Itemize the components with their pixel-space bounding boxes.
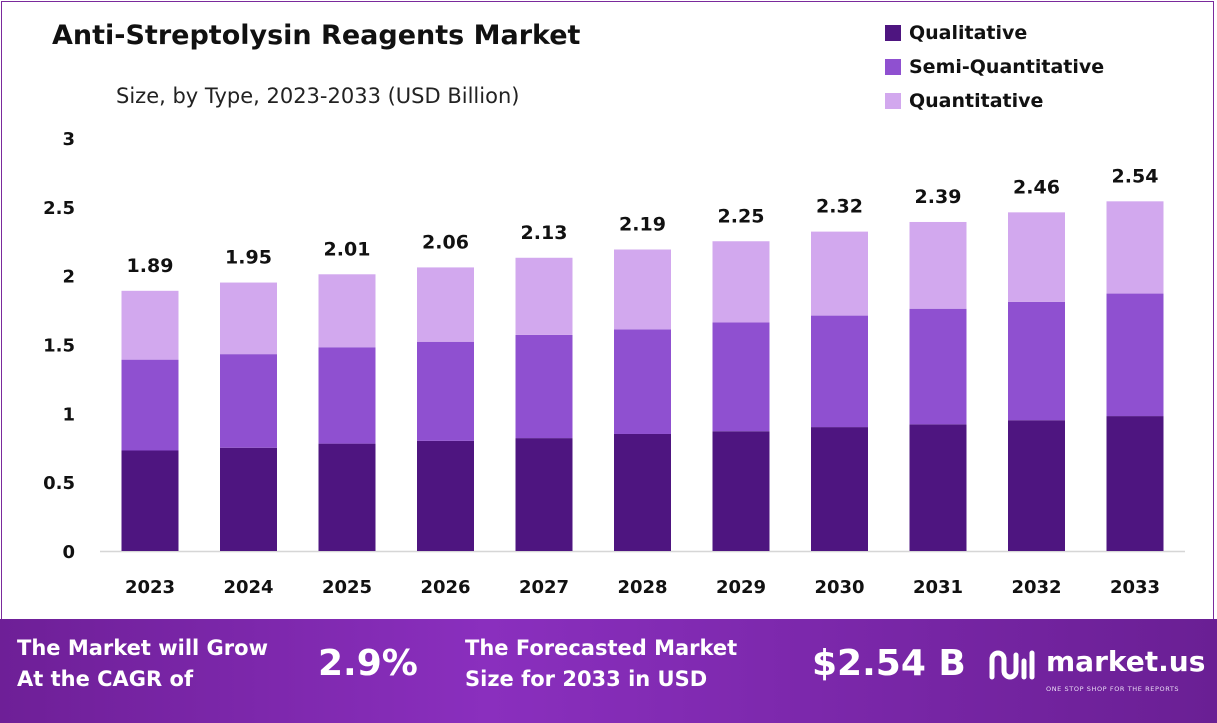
bar-segment-qualitative (1008, 420, 1065, 551)
bar-segment-semi-quantitative (318, 347, 376, 444)
x-tick-label: 2024 (223, 577, 273, 598)
legend-label-quantitative: Quantitative (909, 90, 1044, 112)
legend-item-quantitative: Quantitative (885, 84, 1104, 118)
bar-segment-quantitative (909, 221, 967, 309)
bar-segment-semi-quantitative (121, 359, 179, 451)
y-tick-label: 2 (62, 267, 75, 288)
data-label-total: 2.06 (422, 231, 469, 253)
bar-segment-qualitative (1106, 416, 1164, 551)
legend-swatch-semi-quantitative (885, 59, 901, 75)
x-tick-label: 2030 (814, 577, 864, 598)
bar-segment-semi-quantitative (1008, 301, 1065, 421)
stacked-bar-chart: 0 0.5 1 1.5 2 2.5 3 1.89 2023 1.95 2024 2.01 2025 2.0… (43, 129, 1185, 598)
bar-segment-qualitative (712, 431, 770, 551)
legend-label-qualitative: Qualitative (909, 22, 1028, 44)
cagr-label: The Market will Grow At the CAGR of (17, 636, 268, 691)
bar-segment-qualitative (614, 433, 671, 551)
brand-tagline: ONE STOP SHOP FOR THE REPORTS (1046, 685, 1180, 693)
bar-segment-qualitative (318, 443, 376, 551)
bar-segment-qualitative (417, 440, 474, 551)
x-tick-label: 2028 (617, 577, 667, 598)
bar-segment-semi-quantitative (515, 334, 573, 439)
data-label-total: 2.32 (816, 196, 863, 218)
brand-name: market.us (1046, 645, 1206, 678)
brand[interactable]: market.us ONE STOP SHOP FOR THE REPORTS (988, 643, 1206, 699)
bar-segment-quantitative (220, 282, 277, 355)
data-label-total: 2.25 (718, 205, 765, 227)
bar-segment-semi-quantitative (614, 329, 671, 434)
bar-segment-semi-quantitative (220, 354, 277, 448)
y-tick-label: 3 (62, 129, 75, 150)
x-tick-label: 2026 (420, 577, 470, 598)
cagr-value: 2.9% (318, 643, 418, 684)
y-tick-label: 1.5 (43, 336, 75, 357)
bar-segment-qualitative (220, 447, 277, 551)
bar-segment-quantitative (811, 231, 868, 316)
legend-swatch-qualitative (885, 25, 901, 41)
market-us-logo-icon (989, 650, 1035, 680)
x-tick-label: 2027 (519, 577, 569, 598)
legend-item-semi-quantitative: Semi-Quantitative (885, 50, 1104, 84)
x-tick-label: 2031 (913, 577, 963, 598)
forecast-label: The Forecasted Market Size for 2033 in U… (465, 636, 738, 691)
y-tick-label: 2.5 (43, 198, 75, 219)
bar-segment-semi-quantitative (417, 341, 474, 441)
x-tick-label: 2029 (716, 577, 766, 598)
x-tick-label: 2033 (1110, 577, 1160, 598)
x-tick-label: 2032 (1011, 577, 1061, 598)
data-label-total: 2.39 (915, 186, 962, 208)
bar-segment-quantitative (121, 290, 179, 360)
chart-subtitle: Size, by Type, 2023-2033 (USD Billion) (116, 84, 520, 108)
x-tick-label: 2025 (322, 577, 372, 598)
forecast-value: $2.54 B (812, 643, 966, 684)
data-label-total: 1.89 (127, 255, 174, 277)
bar-segment-qualitative (515, 438, 573, 551)
bar-segment-semi-quantitative (712, 322, 770, 432)
data-label-total: 2.13 (521, 222, 568, 244)
data-label-total: 1.95 (225, 247, 272, 269)
chart-title: Anti-Streptolysin Reagents Market (52, 20, 581, 51)
legend: Qualitative Semi-Quantitative Quantitati… (885, 16, 1104, 118)
legend-label-semi-quantitative: Semi-Quantitative (909, 56, 1105, 78)
bar-segment-semi-quantitative (1106, 293, 1164, 417)
bar-segment-quantitative (318, 274, 376, 348)
legend-item-qualitative: Qualitative (885, 16, 1104, 50)
bar-segment-quantitative (712, 241, 770, 323)
data-label-total: 2.46 (1013, 176, 1060, 198)
data-label-total: 2.01 (324, 238, 371, 260)
bar-segment-quantitative (515, 257, 573, 335)
bar-segment-qualitative (811, 427, 868, 551)
y-tick-label: 0.5 (43, 473, 75, 494)
x-tick-label: 2023 (125, 577, 175, 598)
bar-segment-qualitative (909, 424, 967, 551)
bar-segment-quantitative (417, 267, 474, 342)
legend-swatch-quantitative (885, 93, 901, 109)
bar-segment-quantitative (1008, 212, 1065, 302)
bar-segment-semi-quantitative (909, 308, 967, 425)
bar-segment-semi-quantitative (811, 315, 868, 428)
y-tick-label: 1 (62, 404, 75, 425)
bar-segment-quantitative (1106, 201, 1164, 294)
bar-segment-qualitative (121, 450, 179, 551)
bar-segment-quantitative (614, 249, 671, 330)
data-label-total: 2.19 (619, 214, 666, 236)
summary-banner: The Market will Grow At the CAGR of 2.9%… (0, 619, 1217, 723)
y-tick-label: 0 (62, 542, 75, 563)
data-label-total: 2.54 (1112, 165, 1159, 187)
